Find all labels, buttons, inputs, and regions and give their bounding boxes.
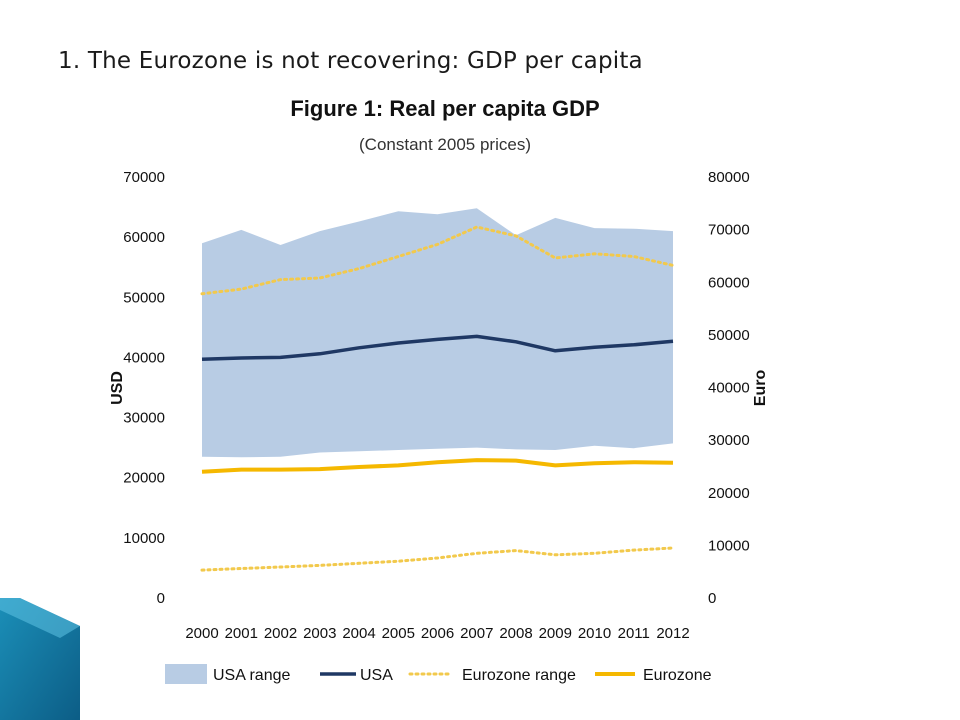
chart-subtitle: (Constant 2005 prices) <box>359 135 531 154</box>
y-tick-left: 10000 <box>123 530 165 547</box>
y-tick-left: 70000 <box>123 169 165 186</box>
x-tick-label: 2005 <box>382 625 415 642</box>
plot-area <box>200 208 675 572</box>
x-tick-label: 2002 <box>264 625 297 642</box>
x-tick-label: 2003 <box>303 625 336 642</box>
y-tick-left: 30000 <box>123 410 165 427</box>
y-tick-right: 70000 <box>708 222 750 239</box>
y-tick-right: 10000 <box>708 537 750 554</box>
y-tick-left: 60000 <box>123 229 165 246</box>
x-tick-label: 2007 <box>460 625 493 642</box>
y-tick-right: 40000 <box>708 380 750 397</box>
y-tick-left: 40000 <box>123 349 165 366</box>
x-tick-label: 2012 <box>656 625 689 642</box>
chart-title: Figure 1: Real per capita GDP <box>290 96 599 121</box>
x-tick-label: 2006 <box>421 625 454 642</box>
x-tick-label: 2008 <box>499 625 532 642</box>
series-usa-range-band <box>202 208 673 458</box>
legend-label: USA range <box>213 667 290 684</box>
slide-title: 1. The Eurozone is not recovering: GDP p… <box>58 48 643 74</box>
legend: USA range USA Eurozone range Eurozone <box>165 664 712 684</box>
y-tick-right: 80000 <box>708 169 750 186</box>
x-tick-label: 2011 <box>618 625 650 642</box>
x-tick-label: 2010 <box>578 625 611 642</box>
legend-label: Eurozone range <box>462 667 576 684</box>
series-usa-line <box>201 334 674 361</box>
y-tick-left: 50000 <box>123 289 165 306</box>
legend-label: USA <box>360 667 393 684</box>
legend-label: Eurozone <box>643 667 712 684</box>
y-tick-left: 20000 <box>123 470 165 487</box>
y-tick-left: 0 <box>157 590 165 607</box>
slide-corner-decoration <box>0 598 80 720</box>
x-tick-label: 2000 <box>185 625 218 642</box>
x-tick-label: 2004 <box>342 625 375 642</box>
series-eurozone-range-upper <box>200 225 675 296</box>
axis-ticks: 7000060000500004000030000200001000008000… <box>123 169 749 642</box>
y-tick-right: 30000 <box>708 432 750 449</box>
y-tick-right: 60000 <box>708 274 750 291</box>
legend-swatch-usa-range <box>165 664 207 684</box>
x-tick-label: 2001 <box>225 625 258 642</box>
y-tick-right: 0 <box>708 590 716 607</box>
series-eurozone-range-lower <box>200 546 675 572</box>
y-tick-right: 50000 <box>708 327 750 344</box>
series-eurozone-line <box>201 458 674 474</box>
y-tick-right: 20000 <box>708 485 750 502</box>
y-axis-label-right: Euro <box>752 370 769 407</box>
y-axis-label-left: USD <box>109 371 126 405</box>
x-tick-label: 2009 <box>539 625 572 642</box>
